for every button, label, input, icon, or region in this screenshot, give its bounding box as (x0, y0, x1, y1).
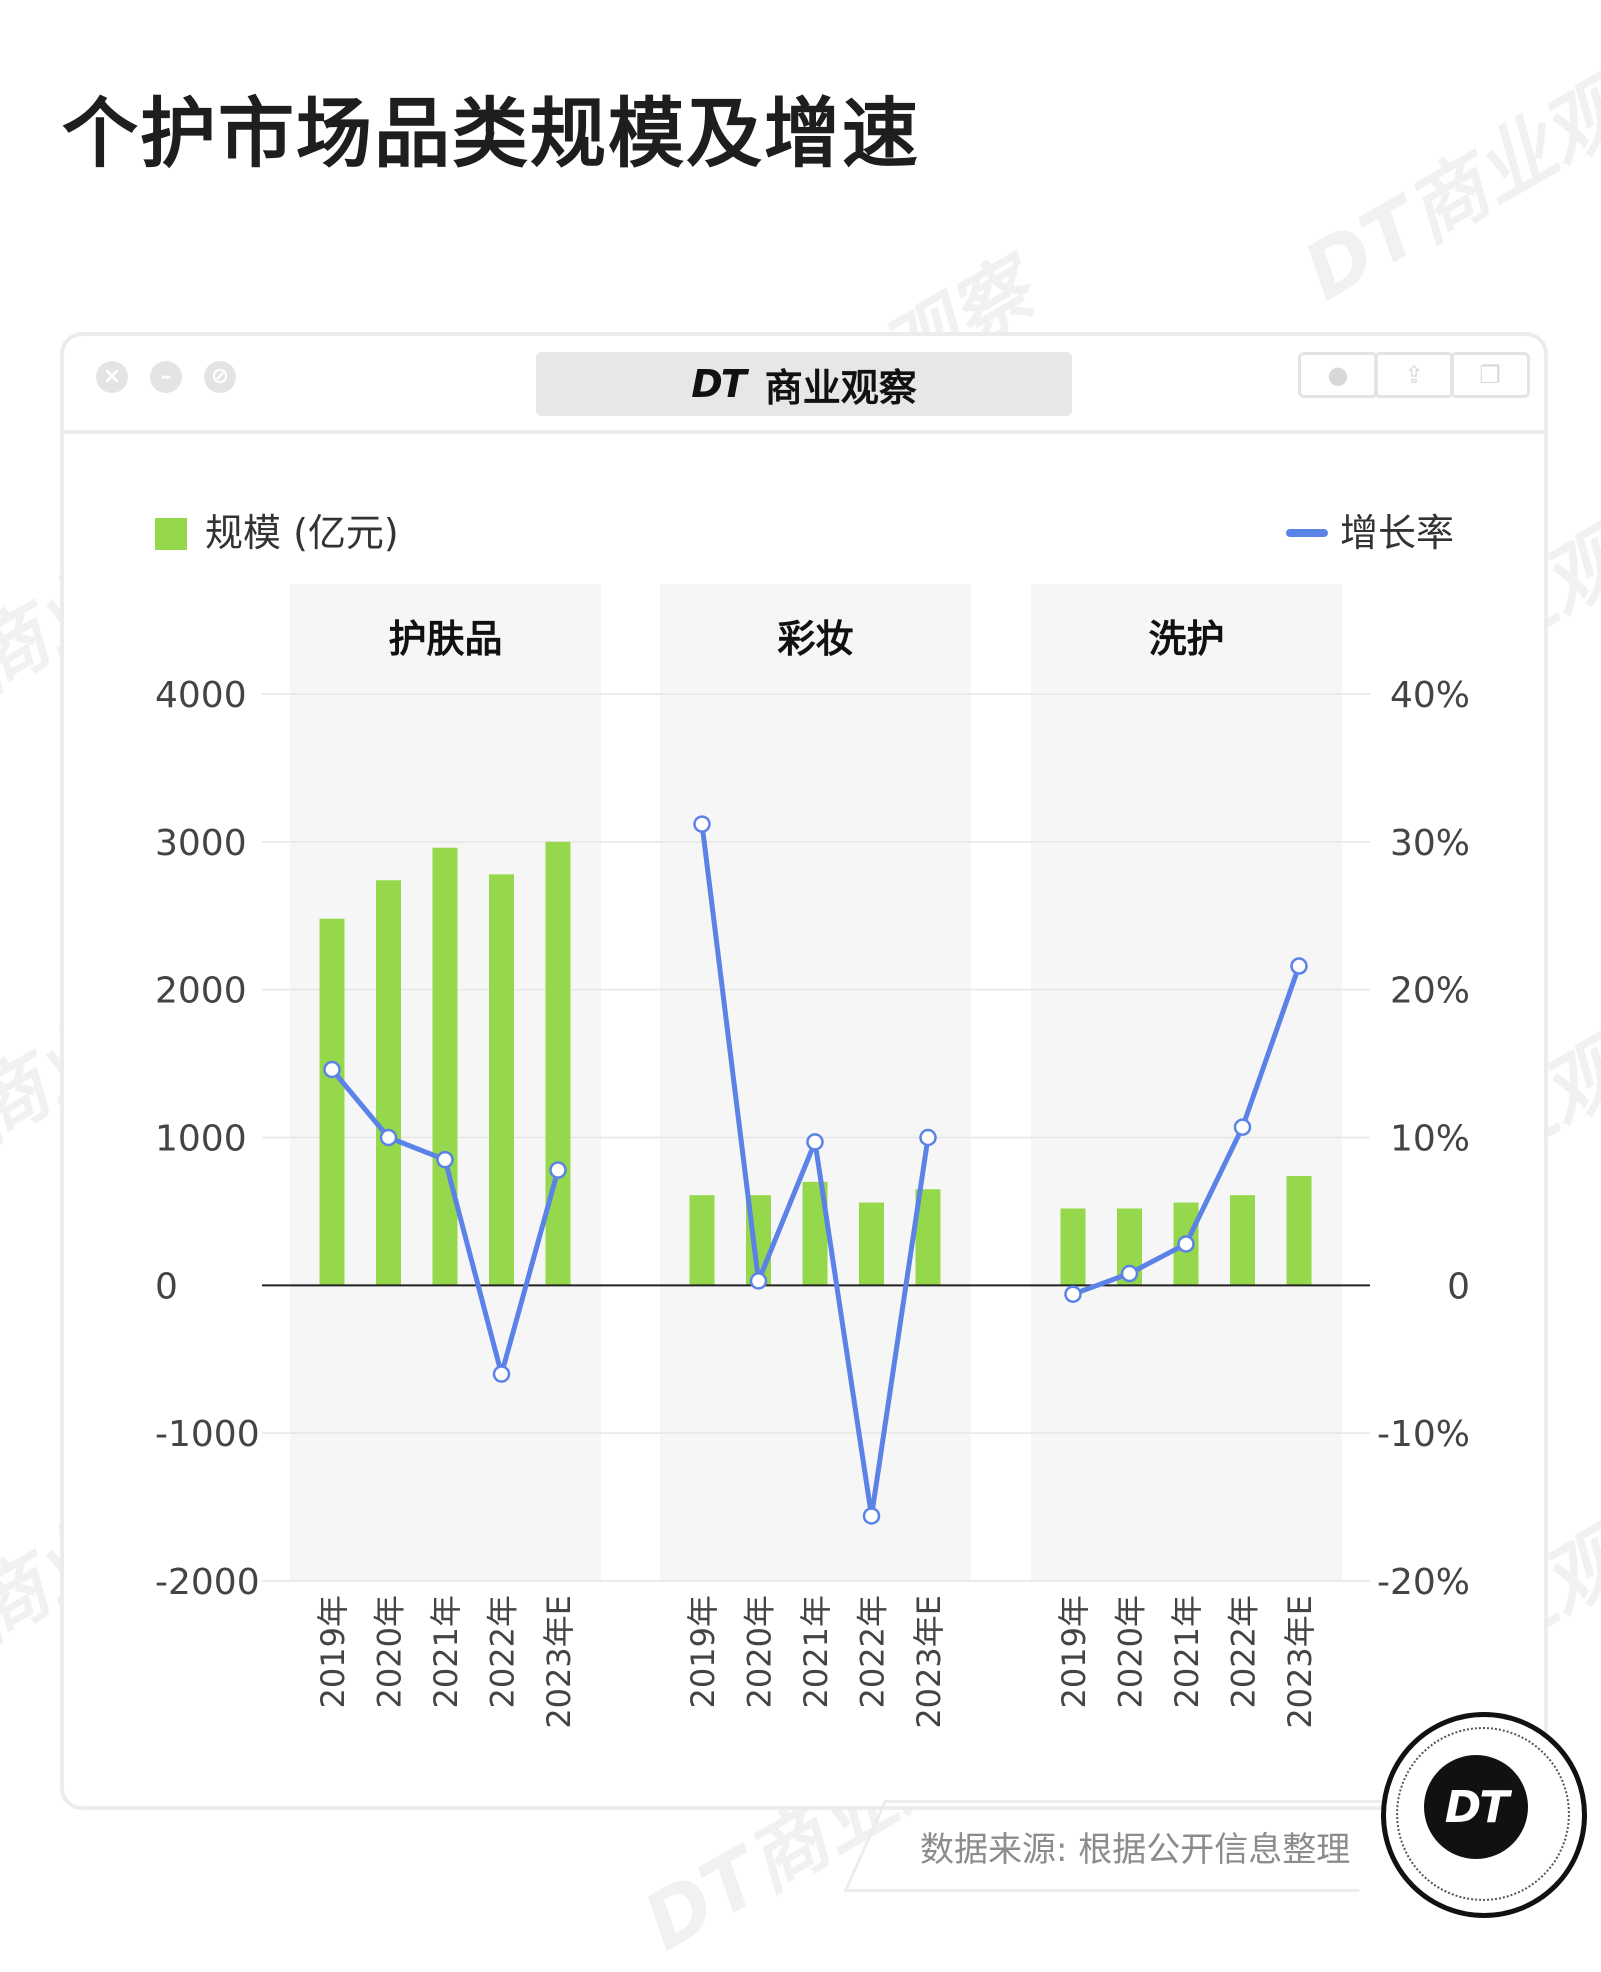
x-tick-label: 2022年 (484, 1595, 522, 1708)
growth-point (323, 1060, 341, 1079)
brand-logo-dt: DT (691, 362, 746, 406)
left-axis-tick-label: 0 (155, 1266, 178, 1307)
size-bar (1060, 1208, 1086, 1286)
brand-bar: DT 商业观察 (536, 352, 1072, 416)
legend-line-label: 增长率 (1340, 511, 1454, 555)
left-axis-tick-label: 3000 (155, 823, 247, 864)
x-tick-label: 2023年E (910, 1595, 948, 1729)
right-axis-tick-label: 30% (1390, 823, 1470, 864)
right-axis-tick-label: 0 (1447, 1266, 1470, 1307)
page-title: 个护市场品类规模及增速 (62, 89, 920, 178)
copy-icon[interactable]: ❐ (1450, 352, 1530, 398)
dt-seal-logo: DT (1381, 1712, 1587, 1918)
right-axis-tick-label: 20% (1390, 971, 1470, 1012)
panel-title: 护肤品 (388, 617, 502, 661)
x-tick-label: 2020年 (371, 1595, 409, 1708)
window-titlebar: × – ⊘ DT 商业观察 ● ⇪ ❐ (64, 336, 1544, 434)
right-axis-tick-label: -10% (1377, 1414, 1470, 1455)
x-tick-label: 2021年 (797, 1595, 835, 1708)
x-tick-label: 2021年 (1168, 1595, 1206, 1708)
growth-point (1120, 1264, 1139, 1283)
source-note: 数据来源: 根据公开信息整理 (920, 1830, 1351, 1870)
growth-point (693, 815, 711, 833)
size-bar (1230, 1195, 1255, 1286)
growth-point (806, 1133, 824, 1151)
growth-point (1290, 957, 1308, 975)
x-tick-label: 2023年E (540, 1595, 578, 1729)
size-bar (1286, 1175, 1312, 1286)
legend-bar-swatch (155, 518, 187, 550)
close-icon[interactable]: × (96, 361, 128, 393)
seal-core: DT (1424, 1755, 1528, 1859)
growth-point (549, 1161, 567, 1179)
size-bar (489, 874, 514, 1286)
no-entry-icon[interactable]: ⊘ (204, 361, 236, 393)
x-tick-label: 2020年 (1112, 1595, 1150, 1708)
right-axis-tick-label: -20% (1377, 1562, 1470, 1603)
brand-name: 商业观察 (764, 365, 917, 410)
size-bar (859, 1202, 884, 1286)
x-tick-label: 2019年 (314, 1595, 352, 1708)
growth-point (492, 1365, 511, 1383)
growth-point (749, 1272, 768, 1290)
panel-title: 彩妆 (777, 617, 853, 661)
x-tick-label: 2019年 (684, 1595, 722, 1708)
left-axis-tick-label: -1000 (155, 1414, 260, 1455)
x-tick-label: 2022年 (854, 1595, 892, 1708)
seal-dotted-ring (1396, 1727, 1570, 1901)
x-tick-label: 2022年 (1225, 1595, 1263, 1708)
size-bar (319, 918, 345, 1286)
x-tick-label: 2021年 (427, 1595, 465, 1708)
growth-point (862, 1507, 881, 1525)
growth-point (379, 1128, 398, 1147)
left-axis-tick-label: -2000 (155, 1562, 260, 1603)
growth-point (1177, 1235, 1195, 1253)
growth-point (1233, 1118, 1252, 1136)
right-axis-tick-label: 10% (1390, 1119, 1470, 1160)
growth-point (1064, 1285, 1082, 1303)
left-axis-tick-label: 1000 (155, 1119, 247, 1160)
growth-point (919, 1128, 937, 1147)
category-panel (660, 584, 971, 1581)
size-bar (376, 880, 401, 1286)
size-bar (432, 847, 458, 1286)
growth-point (436, 1150, 454, 1169)
legend-bar-label: 规模 (亿元) (205, 511, 399, 555)
x-tick-label: 2020年 (741, 1595, 779, 1708)
size-bar (689, 1195, 715, 1286)
size-bar (545, 841, 571, 1286)
category-panel (1031, 584, 1342, 1581)
left-axis-tick-label: 2000 (155, 971, 247, 1012)
x-tick-label: 2023年E (1281, 1595, 1319, 1729)
minimize-icon[interactable]: – (150, 361, 182, 393)
panel-title: 洗护 (1148, 617, 1224, 661)
right-axis-tick-label: 40% (1390, 675, 1470, 716)
x-tick-label: 2019年 (1055, 1595, 1093, 1708)
left-axis-tick-label: 4000 (155, 675, 247, 716)
